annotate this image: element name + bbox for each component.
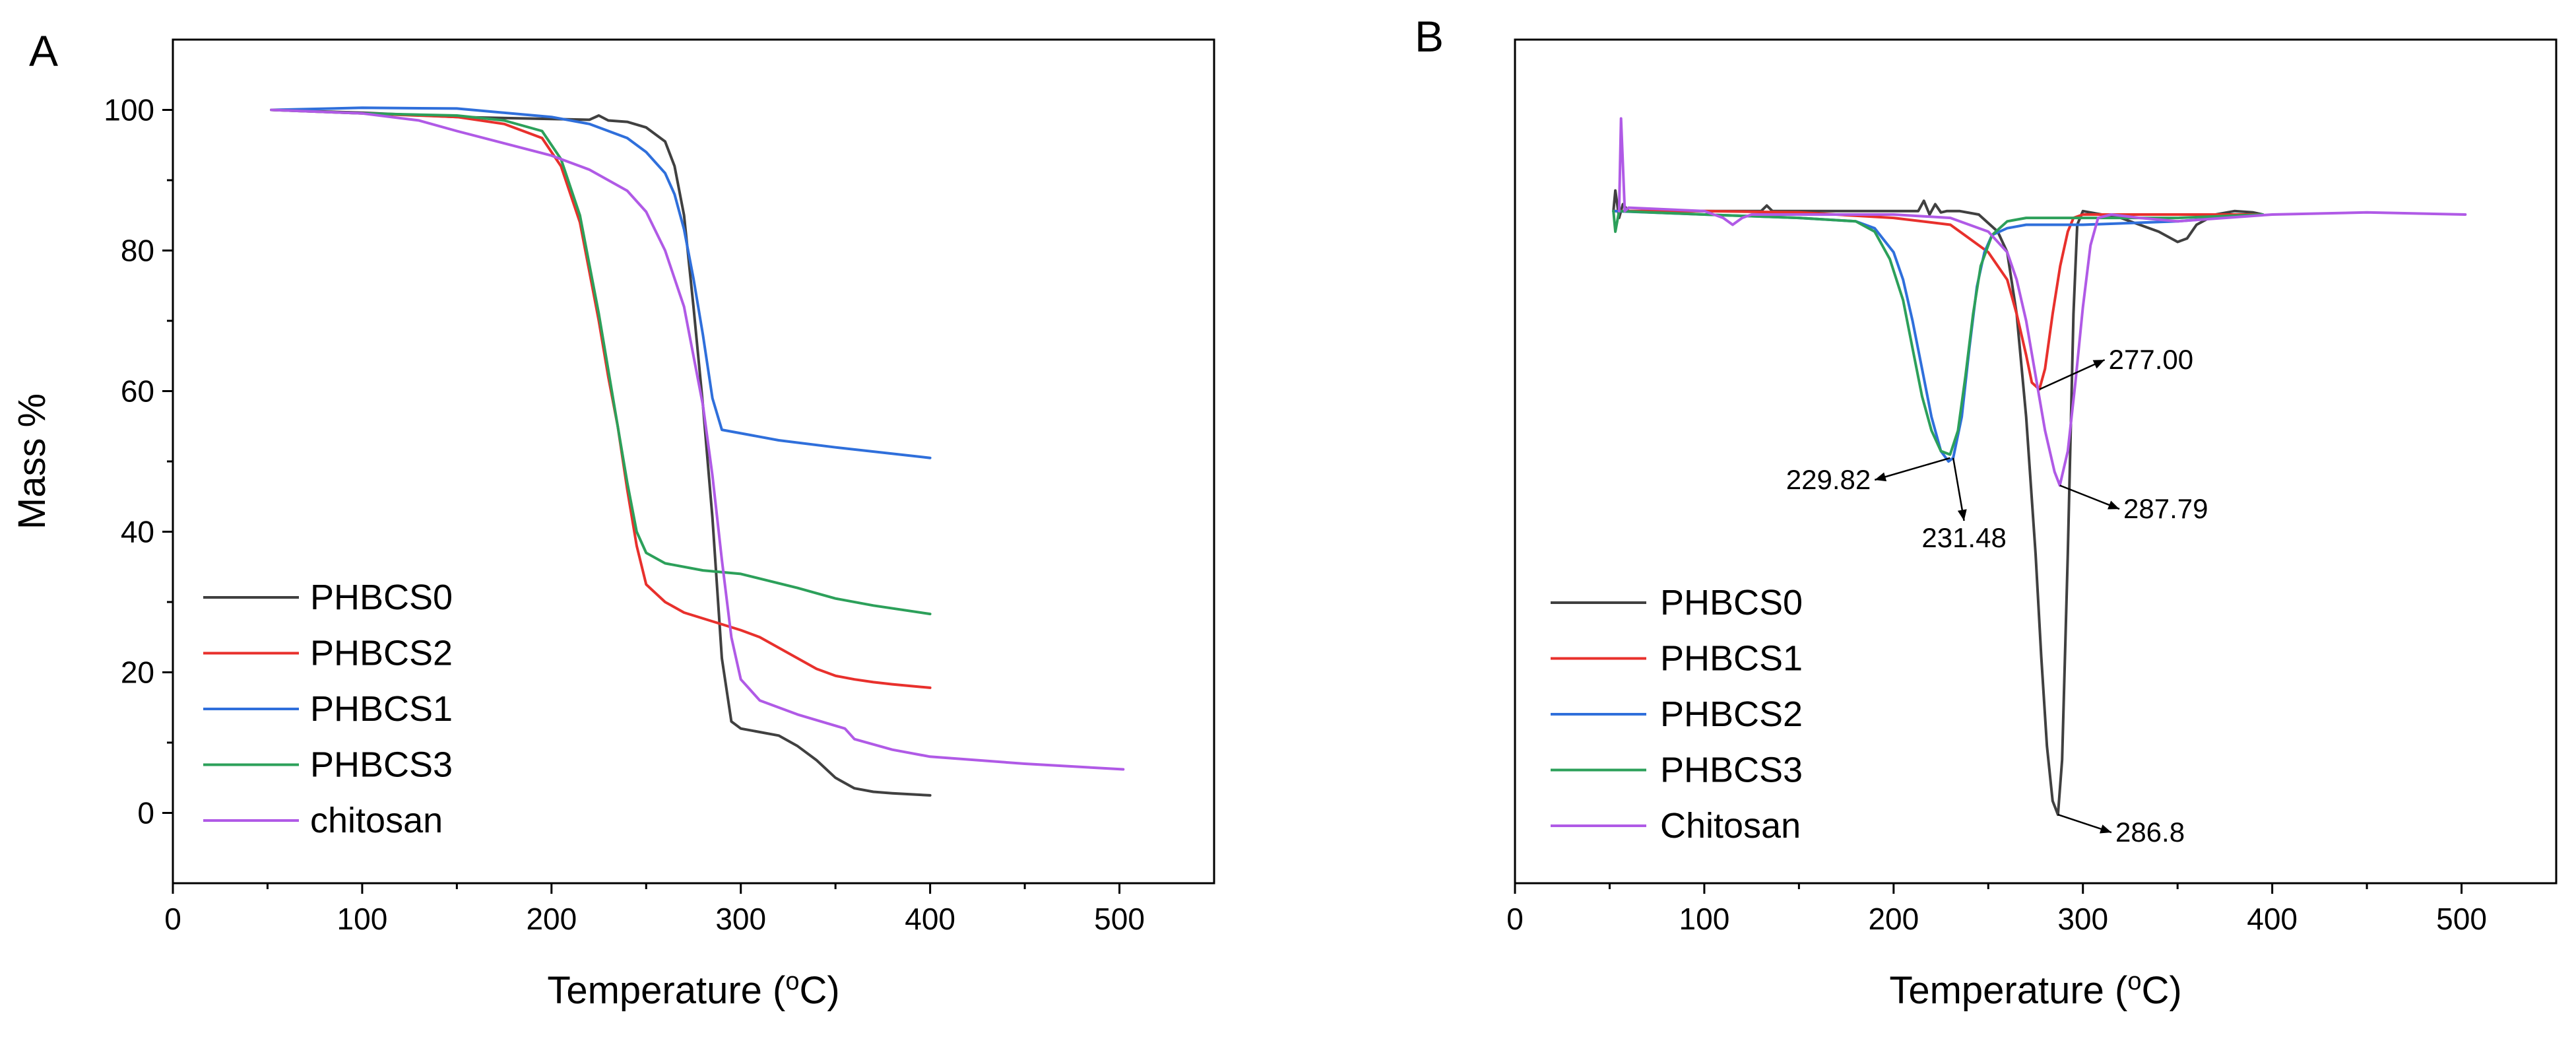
legend-label: PHBCS0 (1660, 583, 1803, 622)
annotation-label: 231.48 (1921, 522, 2006, 553)
series-line-chitosan (270, 108, 1125, 771)
legend-label: PHBCS2 (310, 634, 453, 673)
x-tick-label: 500 (1094, 902, 1145, 936)
chart-panel-a: A 0 100 200 300 400 500 0 20 40 60 80 100 Temperature… (11, 26, 1215, 1012)
x-tick-label: 100 (1679, 902, 1730, 936)
x-tick-label: 400 (2247, 902, 2298, 936)
annotation-arrow (1874, 457, 1950, 481)
annotation-arrow (2039, 358, 2106, 391)
annotation-label: 286.8 (2115, 817, 2185, 848)
x-tick-label: 300 (2057, 902, 2108, 936)
x-tick-label: 200 (526, 902, 577, 936)
annotation-arrowhead (2100, 824, 2111, 834)
y-tick-label: 0 (137, 796, 154, 830)
annotation-label: 229.82 (1786, 464, 1871, 495)
series-line-phbcs3 (1612, 209, 2265, 456)
x-tick-label: 0 (1506, 902, 1524, 936)
annotation-arrowhead (2108, 500, 2120, 510)
annotation-arrowhead (2092, 360, 2105, 369)
y-tick-label: 100 (104, 93, 154, 127)
legend-label: Chitosan (1660, 806, 1801, 846)
series-line-phbcs1 (1612, 209, 2265, 391)
x-tick-label: 100 (337, 902, 388, 936)
x-tick-label: 0 (164, 902, 181, 936)
panel-label: B (1415, 12, 1444, 61)
legend-label: chitosan (310, 801, 443, 840)
x-tick-label: 400 (905, 902, 955, 936)
x-tick-label: 300 (715, 902, 766, 936)
series-line-phbcs2 (1612, 209, 2265, 463)
series-line-phbcs0 (1612, 189, 2265, 817)
x-tick-label: 500 (2436, 902, 2487, 936)
legend-label: PHBCS1 (310, 689, 453, 729)
plot-frame (1514, 38, 2558, 885)
x-tick-label: 200 (1868, 902, 1919, 936)
series-line-phbcs1 (270, 106, 932, 459)
x-axis-label: Temperature (oC) (547, 968, 839, 1012)
legend-label: PHBCS1 (1660, 639, 1803, 679)
series-line-phbcs2 (270, 108, 932, 689)
y-tick-label: 80 (121, 234, 154, 268)
series-line-phbcs3 (270, 108, 932, 616)
y-axis-label: Mass % (11, 393, 53, 529)
y-tick-label: 20 (121, 655, 154, 690)
annotation-arrowhead (1875, 472, 1887, 482)
x-axis-label: Temperature (oC) (1889, 968, 2181, 1012)
annotation-label: 287.79 (2123, 493, 2208, 524)
series-line-chitosan (1617, 117, 2467, 487)
legend-label: PHBCS3 (310, 745, 453, 785)
y-tick-label: 60 (121, 374, 154, 409)
legend-label: PHBCS0 (310, 578, 453, 617)
annotation-arrowhead (1957, 509, 1967, 521)
y-tick-label: 40 (121, 515, 154, 549)
legend-label: PHBCS3 (1660, 751, 1803, 790)
panel-label: A (29, 26, 58, 75)
annotation-label: 277.00 (2109, 344, 2193, 375)
legend-label: PHBCS2 (1660, 694, 1803, 734)
chart-panel-b: B 0 100 200 300 400 500 Temperature (oC) 277.00 2… (1415, 12, 2558, 1012)
